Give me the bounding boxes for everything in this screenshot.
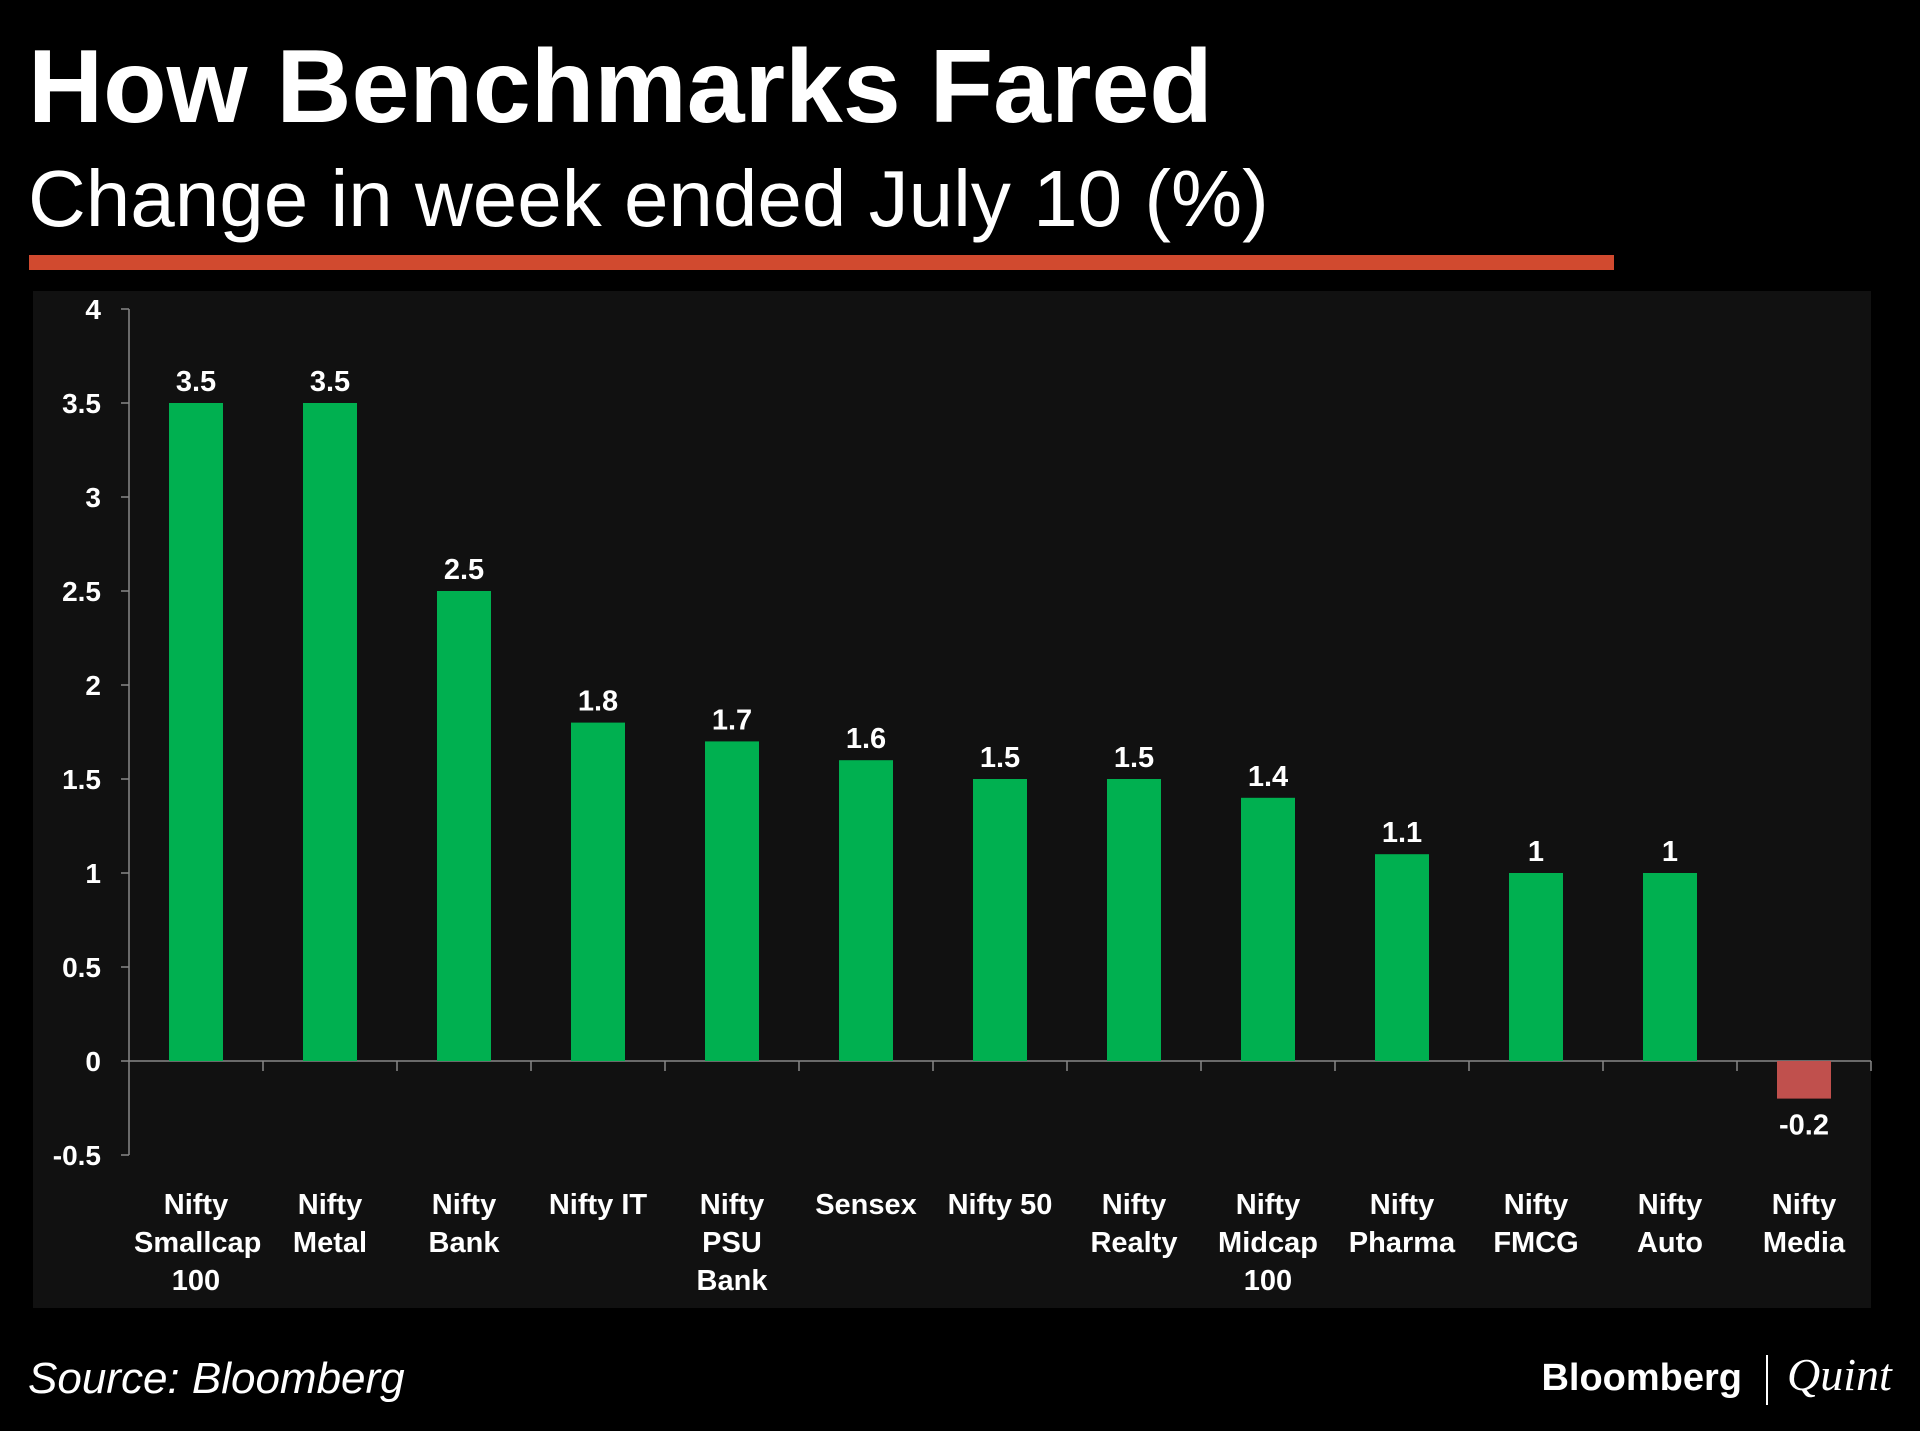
value-label: 1 <box>1662 836 1678 868</box>
value-label: 1.1 <box>1382 817 1422 849</box>
bar <box>437 591 491 1061</box>
bar <box>1107 779 1161 1061</box>
chart-title: How Benchmarks Fared <box>28 29 1213 145</box>
brand-quint: Quint <box>1787 1349 1893 1400</box>
y-tick-label: 2.5 <box>62 576 101 607</box>
value-label: 3.5 <box>310 366 350 398</box>
value-label: 1 <box>1528 836 1544 868</box>
bar <box>303 403 357 1061</box>
y-tick-label: 3 <box>85 482 101 513</box>
x-tick-label: Nifty Auto <box>1636 1189 1704 1259</box>
y-tick-label: -0.5 <box>53 1140 101 1171</box>
bar <box>1241 797 1295 1061</box>
y-tick-label: 2 <box>85 670 101 701</box>
y-tick-label: 1 <box>85 858 101 889</box>
x-tick-label: Nifty Realty <box>1090 1189 1178 1259</box>
y-tick-label: 0 <box>85 1046 101 1077</box>
y-tick-label: 3.5 <box>62 388 101 419</box>
value-label: 1.5 <box>1114 742 1154 774</box>
bar <box>839 760 893 1061</box>
x-tick-label: Nifty FMCG <box>1493 1189 1579 1259</box>
x-tick-label: Nifty 50 <box>947 1189 1053 1221</box>
y-tick-label: 4 <box>85 294 101 325</box>
x-tick-label: Nifty Bank <box>428 1189 500 1259</box>
title-underline <box>29 255 1614 270</box>
value-label: -0.2 <box>1779 1110 1829 1142</box>
bar <box>1643 873 1697 1061</box>
value-label: 1.7 <box>712 704 752 736</box>
bar <box>705 741 759 1061</box>
value-label: 1.4 <box>1248 761 1288 793</box>
chart-subtitle: Change in week ended July 10 (%) <box>28 154 1269 243</box>
bar <box>571 722 625 1061</box>
x-tick-label: Nifty Media <box>1762 1189 1846 1259</box>
value-label: 1.5 <box>980 742 1020 774</box>
source: Source: Bloomberg <box>28 1354 405 1403</box>
value-label: 1.6 <box>846 723 886 755</box>
bar <box>169 403 223 1061</box>
bar <box>1509 873 1563 1061</box>
value-label: 3.5 <box>176 366 216 398</box>
brand-bloomberg: Bloomberg <box>1541 1357 1742 1399</box>
x-tick-label: Sensex <box>815 1189 917 1221</box>
x-tick-label: Nifty PSU Bank <box>696 1189 768 1297</box>
x-tick-label: Nifty Midcap 100 <box>1218 1189 1318 1297</box>
value-label: 1.8 <box>578 686 618 718</box>
bar <box>1375 854 1429 1061</box>
x-tick-label: Nifty Smallcap 100 <box>134 1189 262 1297</box>
x-tick-label: Nifty IT <box>548 1189 648 1221</box>
x-tick-label: Nifty Metal <box>292 1189 368 1259</box>
value-label: 2.5 <box>444 554 484 586</box>
x-tick-label: Nifty Pharma <box>1348 1189 1456 1259</box>
bar <box>1777 1061 1831 1099</box>
y-tick-label: 0.5 <box>62 952 101 983</box>
bar <box>973 779 1027 1061</box>
y-tick-label: 1.5 <box>62 764 101 795</box>
